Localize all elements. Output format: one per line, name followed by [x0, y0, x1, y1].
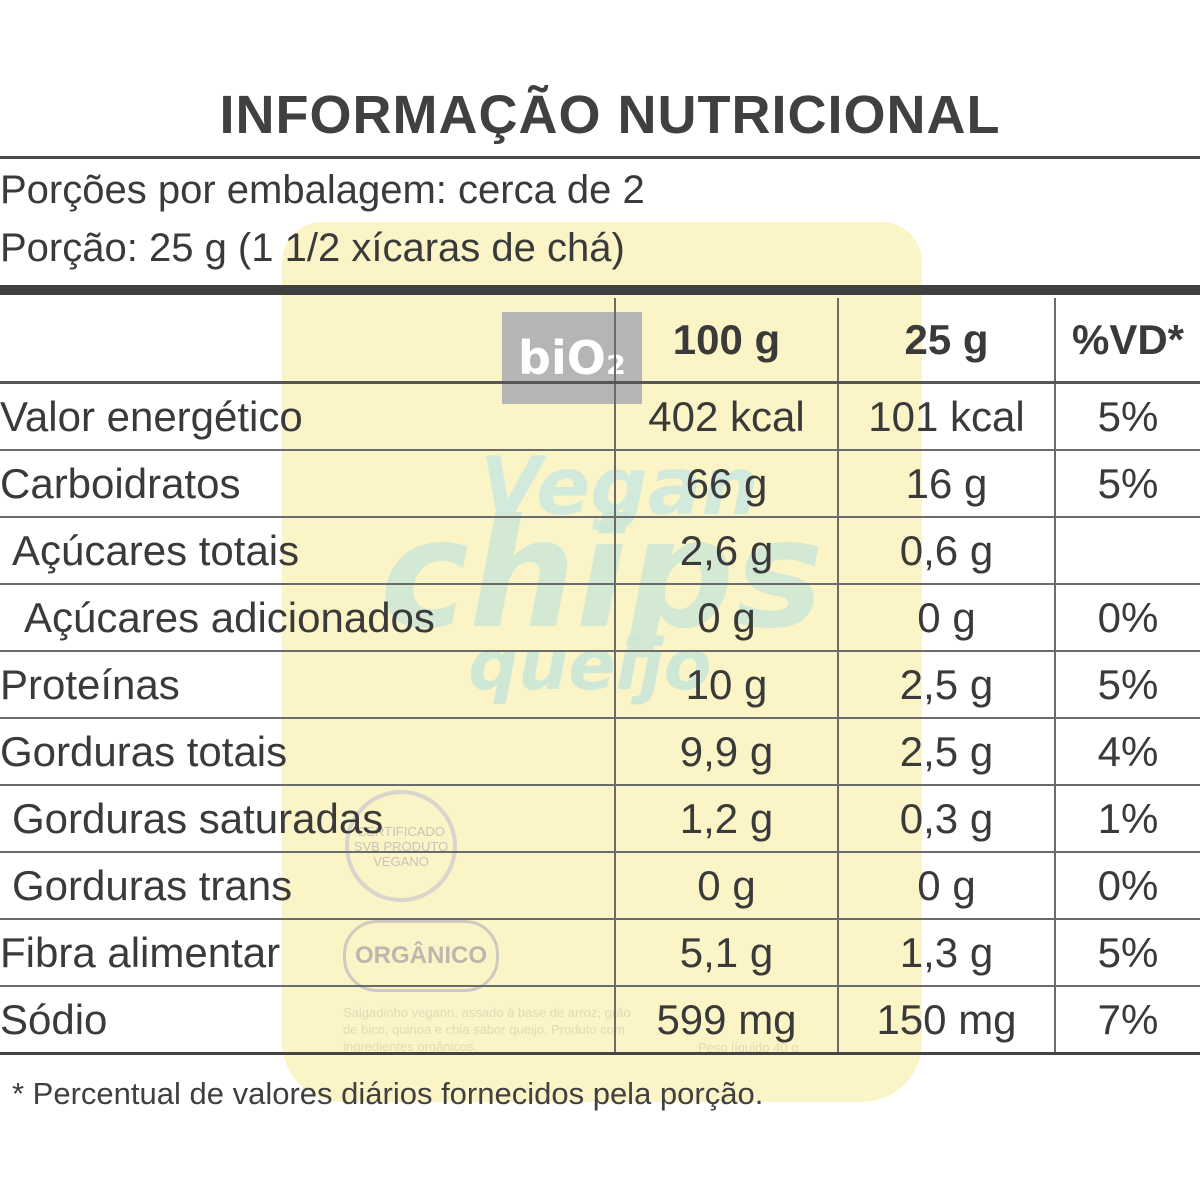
header-row: 100 g 25 g %VD*: [0, 298, 1200, 384]
value-daily-percent: 1%: [1054, 785, 1200, 853]
title-rule: [0, 156, 1200, 159]
value-daily-percent: 5%: [1054, 382, 1200, 451]
table-row: Proteínas 10 g 2,5 g 5%: [0, 651, 1200, 719]
value-per-serving: 2,5 g: [837, 718, 1055, 786]
nutrient-name: Gorduras trans: [0, 852, 615, 920]
value-daily-percent: 5%: [1054, 450, 1200, 518]
value-per-serving: 0 g: [837, 852, 1055, 920]
serving-rule: [0, 285, 1200, 295]
nutrient-name: Carboidratos: [0, 450, 615, 518]
value-per-serving: 150 mg: [837, 986, 1055, 1055]
nutrient-name: Fibra alimentar: [0, 919, 615, 987]
nutrition-table: 100 g 25 g %VD* Valor energético 402 kcal…: [0, 298, 1200, 1055]
value-per-serving: 1,3 g: [837, 919, 1055, 987]
value-daily-percent: [1054, 517, 1200, 585]
value-daily-percent: 0%: [1054, 852, 1200, 920]
header-daily-value: %VD*: [1054, 298, 1200, 384]
value-daily-percent: 5%: [1054, 651, 1200, 719]
table-row: Gorduras totais 9,9 g 2,5 g 4%: [0, 718, 1200, 786]
value-per-100g: 2,6 g: [614, 517, 838, 585]
value-per-serving: 16 g: [837, 450, 1055, 518]
header-per-100g: 100 g: [614, 298, 838, 384]
value-daily-percent: 0%: [1054, 584, 1200, 652]
header-per-serving: 25 g: [837, 298, 1055, 384]
value-per-serving: 0 g: [837, 584, 1055, 652]
table-row: Valor energético 402 kcal 101 kcal 5%: [0, 382, 1200, 451]
label-title: INFORMAÇÃO NUTRICIONAL: [219, 85, 1001, 145]
value-per-100g: 9,9 g: [614, 718, 838, 786]
table-row: Açúcares totais 2,6 g 0,6 g: [0, 517, 1200, 585]
nutrient-name: Gorduras saturadas: [0, 785, 615, 853]
value-per-serving: 0,3 g: [837, 785, 1055, 853]
value-per-100g: 10 g: [614, 651, 838, 719]
value-per-serving: 2,5 g: [837, 651, 1055, 719]
value-per-100g: 402 kcal: [614, 382, 838, 451]
value-daily-percent: 5%: [1054, 919, 1200, 987]
header-nutrient: [0, 298, 615, 384]
servings-per-package: Porções por embalagem: cerca de 2: [0, 168, 645, 212]
nutrient-name: Gorduras totais: [0, 718, 615, 786]
footnote: * Percentual de valores diários fornecid…: [12, 1076, 764, 1111]
value-daily-percent: 4%: [1054, 718, 1200, 786]
value-per-100g: 0 g: [614, 852, 838, 920]
value-per-serving: 101 kcal: [837, 382, 1055, 451]
table-row: Carboidratos 66 g 16 g 5%: [0, 450, 1200, 518]
nutrient-name: Açúcares totais: [0, 517, 615, 585]
value-daily-percent: 7%: [1054, 986, 1200, 1055]
nutrient-name: Sódio: [0, 986, 615, 1055]
value-per-100g: 1,2 g: [614, 785, 838, 853]
value-per-100g: 599 mg: [614, 986, 838, 1055]
nutrient-name: Proteínas: [0, 651, 615, 719]
table-row: Fibra alimentar 5,1 g 1,3 g 5%: [0, 919, 1200, 987]
value-per-100g: 0 g: [614, 584, 838, 652]
serving-size: Porção: 25 g (1 1/2 xícaras de chá): [0, 226, 625, 270]
table-row: Sódio 599 mg 150 mg 7%: [0, 986, 1200, 1055]
value-per-100g: 5,1 g: [614, 919, 838, 987]
value-per-serving: 0,6 g: [837, 517, 1055, 585]
table-row: Gorduras saturadas 1,2 g 0,3 g 1%: [0, 785, 1200, 853]
value-per-100g: 66 g: [614, 450, 838, 518]
nutrient-name: Valor energético: [0, 382, 615, 451]
nutrient-name: Açúcares adicionados: [0, 584, 615, 652]
